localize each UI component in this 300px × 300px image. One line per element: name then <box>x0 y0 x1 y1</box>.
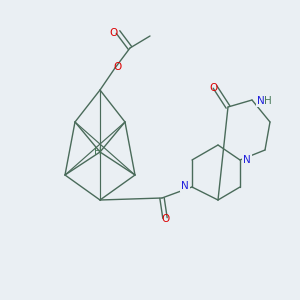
Text: O: O <box>161 214 169 224</box>
Text: N: N <box>243 155 251 165</box>
Text: O: O <box>109 28 117 38</box>
Text: H: H <box>264 96 272 106</box>
Text: O: O <box>113 62 121 72</box>
Text: H: H <box>94 147 102 157</box>
Text: O: O <box>210 83 218 93</box>
Text: N: N <box>257 96 265 106</box>
Text: N: N <box>181 181 189 191</box>
